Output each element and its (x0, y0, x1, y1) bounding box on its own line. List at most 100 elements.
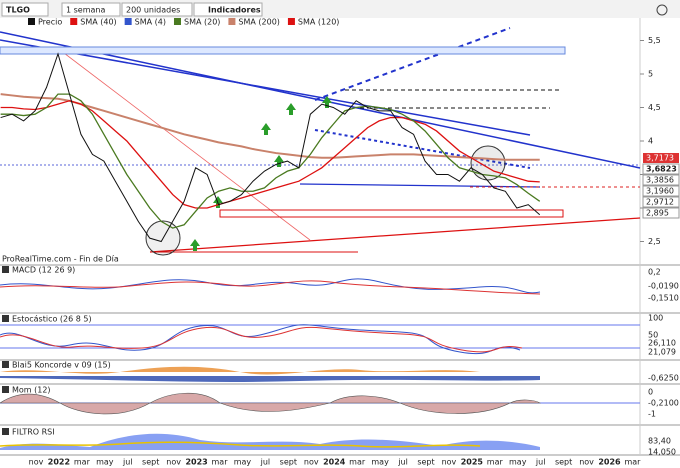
x-tick-label: nov (304, 458, 319, 467)
panel-icon (2, 266, 9, 273)
x-tick-label: 2024 (323, 458, 346, 467)
panel-label: -0,1510 (648, 294, 679, 303)
arrow (286, 103, 296, 115)
panel-icon (2, 315, 9, 322)
x-tick-label: nov (442, 458, 457, 467)
x-tick-label: nov (579, 458, 594, 467)
panel-label: 26,110 (648, 339, 676, 348)
units: 200 unidades (126, 6, 180, 15)
arrow (322, 96, 332, 108)
x-tick-label: may (96, 458, 114, 467)
panel-label: -0,0190 (648, 282, 679, 291)
rsi-line (0, 441, 481, 448)
x-tick-label: sept (555, 458, 572, 467)
panel-label: 0,2 (648, 268, 661, 277)
legend-entry: SMA (120) (298, 18, 340, 27)
panel-label: 14,050 (648, 448, 676, 457)
x-tick-label: jul (122, 458, 133, 467)
stoch-d (0, 326, 523, 353)
x-tick-label: sept (142, 458, 159, 467)
trendline (59, 49, 311, 241)
panel-label: 83,40 (648, 437, 671, 446)
legend-swatch (124, 18, 132, 25)
y-tick-label: 4 (648, 137, 653, 146)
panel-title: Blai5 Koncorde v 09 (15) (12, 361, 111, 370)
legend-entry: SMA (200) (238, 18, 280, 27)
units-box[interactable] (121, 2, 193, 17)
stoch-k (0, 324, 521, 355)
x-tick-label: mar (212, 458, 229, 467)
x-tick-label: jul (535, 458, 546, 467)
price-label: 3,1960 (646, 187, 674, 196)
x-tick-label: sept (280, 458, 297, 467)
x-tick-label: sept (417, 458, 434, 467)
indicators-box[interactable] (193, 2, 263, 17)
panel-icon (2, 386, 9, 393)
price-label: 2,9712 (646, 198, 674, 207)
panel-title: Estocástico (26 8 5) (12, 315, 92, 324)
macd-signal (0, 280, 541, 295)
panel-icon (2, 361, 9, 368)
price-label-box (643, 153, 679, 163)
x-tick-label: mar (349, 458, 366, 467)
price-label-box (642, 185, 680, 197)
panel-label: 0 (648, 388, 653, 397)
arrow (261, 123, 271, 135)
trendline (314, 27, 511, 101)
sma200-line (0, 93, 540, 161)
arrow (190, 239, 200, 251)
period-box[interactable] (61, 2, 121, 17)
price-label-box (642, 174, 680, 186)
x-tick-label: 2025 (461, 458, 484, 467)
panel-label: 21,079 (648, 348, 676, 357)
x-tick-label: mar (624, 458, 641, 467)
x-tick-label: mar (74, 458, 91, 467)
trendline (0, 39, 531, 136)
legend-entry: Precio (38, 18, 62, 27)
sma20-line (0, 93, 541, 229)
x-tick-label: 2023 (185, 458, 207, 467)
x-tick-label: 2022 (48, 458, 70, 467)
price-line (0, 52, 541, 243)
panel-title: FILTRO RSI (12, 428, 55, 437)
legend-entry: SMA (20) (184, 18, 220, 27)
x-tick-label: jul (397, 458, 408, 467)
x-tick-label: may (234, 458, 252, 467)
source: ProRealTime.com - Fin de Día (2, 255, 119, 264)
panel-label: 50 (648, 331, 658, 340)
x-tick-label: 2026 (598, 458, 621, 467)
legend-swatch (28, 18, 35, 25)
price-label-box (642, 207, 680, 219)
price-label: 3,3856 (646, 176, 674, 185)
y-tick-label: 2,5 (648, 237, 661, 246)
zone (0, 46, 566, 55)
legend-swatch (228, 18, 236, 25)
trendline (149, 217, 641, 253)
panel-title: MACD (12 26 9) (12, 266, 75, 275)
y-tick-label: 5 (648, 70, 653, 79)
period: 1 semana (66, 6, 105, 15)
y-tick-label: 5,5 (648, 36, 661, 45)
panel-label: 100 (648, 314, 663, 323)
x-tick-label: jul (260, 458, 271, 467)
dynamic-layer: 5,554,543,532,53,71733,68233,38563,19602… (0, 18, 680, 467)
legend-swatch (70, 18, 78, 25)
zone (219, 209, 564, 218)
panel-label: -1 (648, 410, 656, 419)
price-label: 3,7173 (646, 154, 674, 163)
panel-label: -0,6250 (648, 374, 679, 383)
legend-entry: SMA (40) (80, 18, 116, 27)
search-icon[interactable] (656, 4, 668, 16)
x-tick-label: may (371, 458, 389, 467)
koncorde-area (0, 376, 540, 382)
price-label-box (642, 163, 680, 175)
symbol: TLGO (6, 6, 30, 15)
legend-swatch (173, 18, 181, 25)
macd-line (0, 278, 541, 294)
x-tick-label: mar (487, 458, 504, 467)
legend-swatch (287, 18, 295, 25)
panel-icon (2, 428, 9, 435)
symbol-box[interactable] (1, 2, 49, 17)
